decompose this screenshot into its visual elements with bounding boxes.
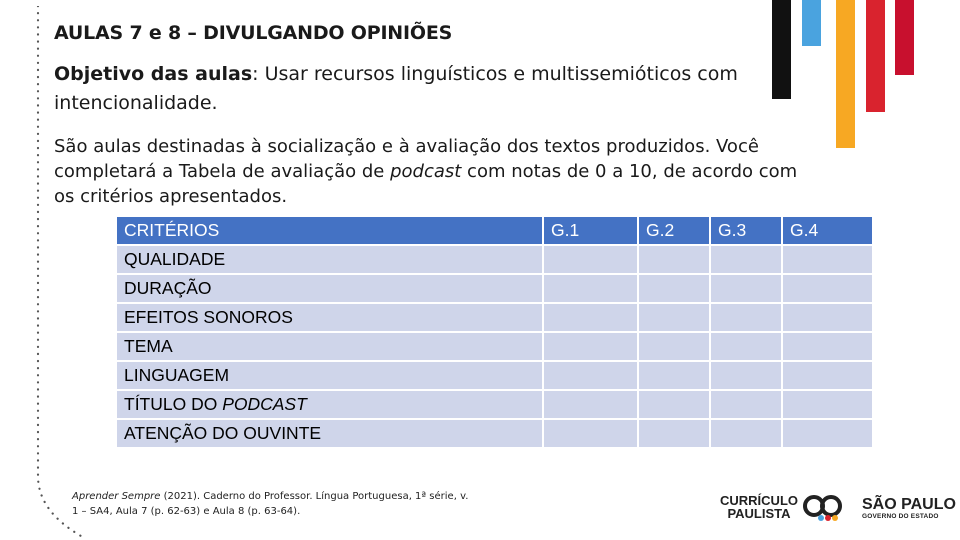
source-italic: Aprender Sempre bbox=[72, 491, 161, 502]
sao-paulo-logo: SÃO PAULO GOVERNO DO ESTADO bbox=[862, 497, 956, 521]
table-row: LINGUAGEM bbox=[117, 362, 872, 389]
intro-part1: São aulas destinadas à socialização e à … bbox=[54, 136, 759, 182]
score-cell[interactable] bbox=[639, 362, 709, 389]
stripe-blue bbox=[802, 0, 821, 46]
criterion-cell: DURAÇÃO bbox=[117, 275, 542, 302]
objective-text: Objetivo das aulas: Usar recursos linguí… bbox=[54, 60, 754, 118]
stripe-black bbox=[772, 0, 791, 99]
score-cell[interactable] bbox=[711, 304, 781, 331]
objective-body: : Usar recursos linguísticos e multissem… bbox=[54, 63, 738, 114]
logo-sp-line2: GOVERNO DO ESTADO bbox=[862, 513, 939, 520]
logo-curriculo-line2: PAULISTA bbox=[727, 506, 791, 521]
header-g3: G.3 bbox=[711, 217, 781, 244]
criterion-cell: EFEITOS SONOROS bbox=[117, 304, 542, 331]
curriculo-infinity-icon bbox=[803, 495, 842, 521]
score-cell[interactable] bbox=[783, 275, 872, 302]
score-cell[interactable] bbox=[711, 246, 781, 273]
criterion-cell: TÍTULO DO PODCAST bbox=[117, 391, 542, 418]
score-cell[interactable] bbox=[544, 362, 637, 389]
header-g2: G.2 bbox=[639, 217, 709, 244]
score-cell[interactable] bbox=[783, 391, 872, 418]
score-cell[interactable] bbox=[544, 333, 637, 360]
source-citation: Aprender Sempre (2021). Caderno do Profe… bbox=[72, 489, 472, 519]
score-cell[interactable] bbox=[783, 420, 872, 447]
source-text: (2021). Caderno do Professor. Língua Por… bbox=[72, 491, 469, 517]
table-row: TÍTULO DO PODCAST bbox=[117, 391, 872, 418]
table-header-row: CRITÉRIOS G.1 G.2 G.3 G.4 bbox=[117, 217, 872, 244]
criterion-cell: TEMA bbox=[117, 333, 542, 360]
stripe-red bbox=[866, 0, 885, 112]
intro-part2: com notas de 0 a 10, de acordo com os cr… bbox=[54, 161, 798, 207]
score-cell[interactable] bbox=[711, 420, 781, 447]
objective-label: Objetivo das aulas bbox=[54, 63, 253, 85]
score-cell[interactable] bbox=[544, 420, 637, 447]
score-cell[interactable] bbox=[783, 362, 872, 389]
intro-paragraph: São aulas destinadas à socialização e à … bbox=[54, 134, 814, 209]
score-cell[interactable] bbox=[544, 246, 637, 273]
score-cell[interactable] bbox=[639, 391, 709, 418]
stripe-orange bbox=[836, 0, 855, 148]
criterion-cell: QUALIDADE bbox=[117, 246, 542, 273]
score-cell[interactable] bbox=[639, 246, 709, 273]
header-criterios: CRITÉRIOS bbox=[117, 217, 542, 244]
criterion-cell: LINGUAGEM bbox=[117, 362, 542, 389]
score-cell[interactable] bbox=[544, 304, 637, 331]
logo-sp-line1: SÃO PAULO bbox=[862, 496, 956, 513]
intro-italic: podcast bbox=[390, 161, 462, 182]
score-cell[interactable] bbox=[544, 391, 637, 418]
score-cell[interactable] bbox=[639, 420, 709, 447]
score-cell[interactable] bbox=[783, 333, 872, 360]
criterion-title-prefix: TÍTULO DO bbox=[124, 394, 223, 414]
header-g4: G.4 bbox=[783, 217, 872, 244]
table-row: ATENÇÃO DO OUVINTE bbox=[117, 420, 872, 447]
table-row: QUALIDADE bbox=[117, 246, 872, 273]
logo-curriculo-line1: CURRÍCULO bbox=[720, 493, 798, 508]
score-cell[interactable] bbox=[711, 391, 781, 418]
evaluation-table: CRITÉRIOS G.1 G.2 G.3 G.4 QUALIDADE DURA… bbox=[115, 215, 874, 449]
score-cell[interactable] bbox=[783, 304, 872, 331]
header-g1: G.1 bbox=[544, 217, 637, 244]
criterion-cell: ATENÇÃO DO OUVINTE bbox=[117, 420, 542, 447]
score-cell[interactable] bbox=[639, 275, 709, 302]
score-cell[interactable] bbox=[711, 275, 781, 302]
score-cell[interactable] bbox=[783, 246, 872, 273]
table-row: EFEITOS SONOROS bbox=[117, 304, 872, 331]
score-cell[interactable] bbox=[711, 333, 781, 360]
score-cell[interactable] bbox=[639, 304, 709, 331]
score-cell[interactable] bbox=[711, 362, 781, 389]
criterion-title-italic: PODCAST bbox=[222, 394, 307, 414]
page-title: AULAS 7 e 8 – DIVULGANDO OPINIÕES bbox=[54, 22, 453, 44]
stripe-red-2 bbox=[895, 0, 914, 75]
table-row: DURAÇÃO bbox=[117, 275, 872, 302]
score-cell[interactable] bbox=[544, 275, 637, 302]
curriculo-paulista-logo: CURRÍCULO PAULISTA bbox=[720, 494, 798, 520]
table-row: TEMA bbox=[117, 333, 872, 360]
score-cell[interactable] bbox=[639, 333, 709, 360]
